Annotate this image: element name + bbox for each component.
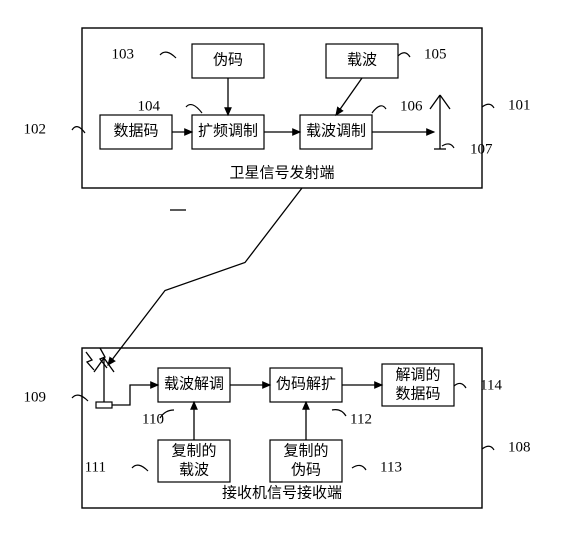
svg-text:扩频调制: 扩频调制 [198,122,258,139]
svg-text:101: 101 [508,97,531,113]
svg-text:109: 109 [24,389,47,405]
svg-text:105: 105 [424,46,447,62]
svg-text:载波: 载波 [347,51,377,68]
svg-text:113: 113 [380,459,402,475]
svg-text:复制的: 复制的 [171,441,216,459]
svg-text:数据码: 数据码 [395,385,440,402]
svg-text:106: 106 [400,98,423,114]
svg-text:伪码: 伪码 [291,461,321,478]
svg-text:102: 102 [24,121,47,137]
svg-text:110: 110 [142,411,164,427]
svg-text:接收机信号接收端: 接收机信号接收端 [222,484,342,501]
svg-text:103: 103 [112,46,135,62]
svg-text:114: 114 [480,377,502,393]
svg-text:112: 112 [350,411,372,427]
svg-text:111: 111 [85,459,106,475]
diagram: 卫星信号发射端接收机信号接收端数据码伪码扩频调制载波载波调制载波解调伪码解扩解调… [0,0,565,546]
svg-text:载波: 载波 [179,461,209,478]
svg-text:108: 108 [508,439,531,455]
svg-text:卫星信号发射端: 卫星信号发射端 [229,164,334,181]
svg-text:载波解调: 载波解调 [164,375,224,392]
svg-text:伪码解扩: 伪码解扩 [276,375,336,392]
svg-text:载波调制: 载波调制 [306,122,366,139]
svg-text:107: 107 [470,141,493,157]
svg-text:104: 104 [138,98,161,114]
svg-text:数据码: 数据码 [113,122,158,139]
svg-text:解调的: 解调的 [395,366,440,383]
svg-text:伪码: 伪码 [213,51,243,68]
svg-text:复制的: 复制的 [283,441,328,459]
